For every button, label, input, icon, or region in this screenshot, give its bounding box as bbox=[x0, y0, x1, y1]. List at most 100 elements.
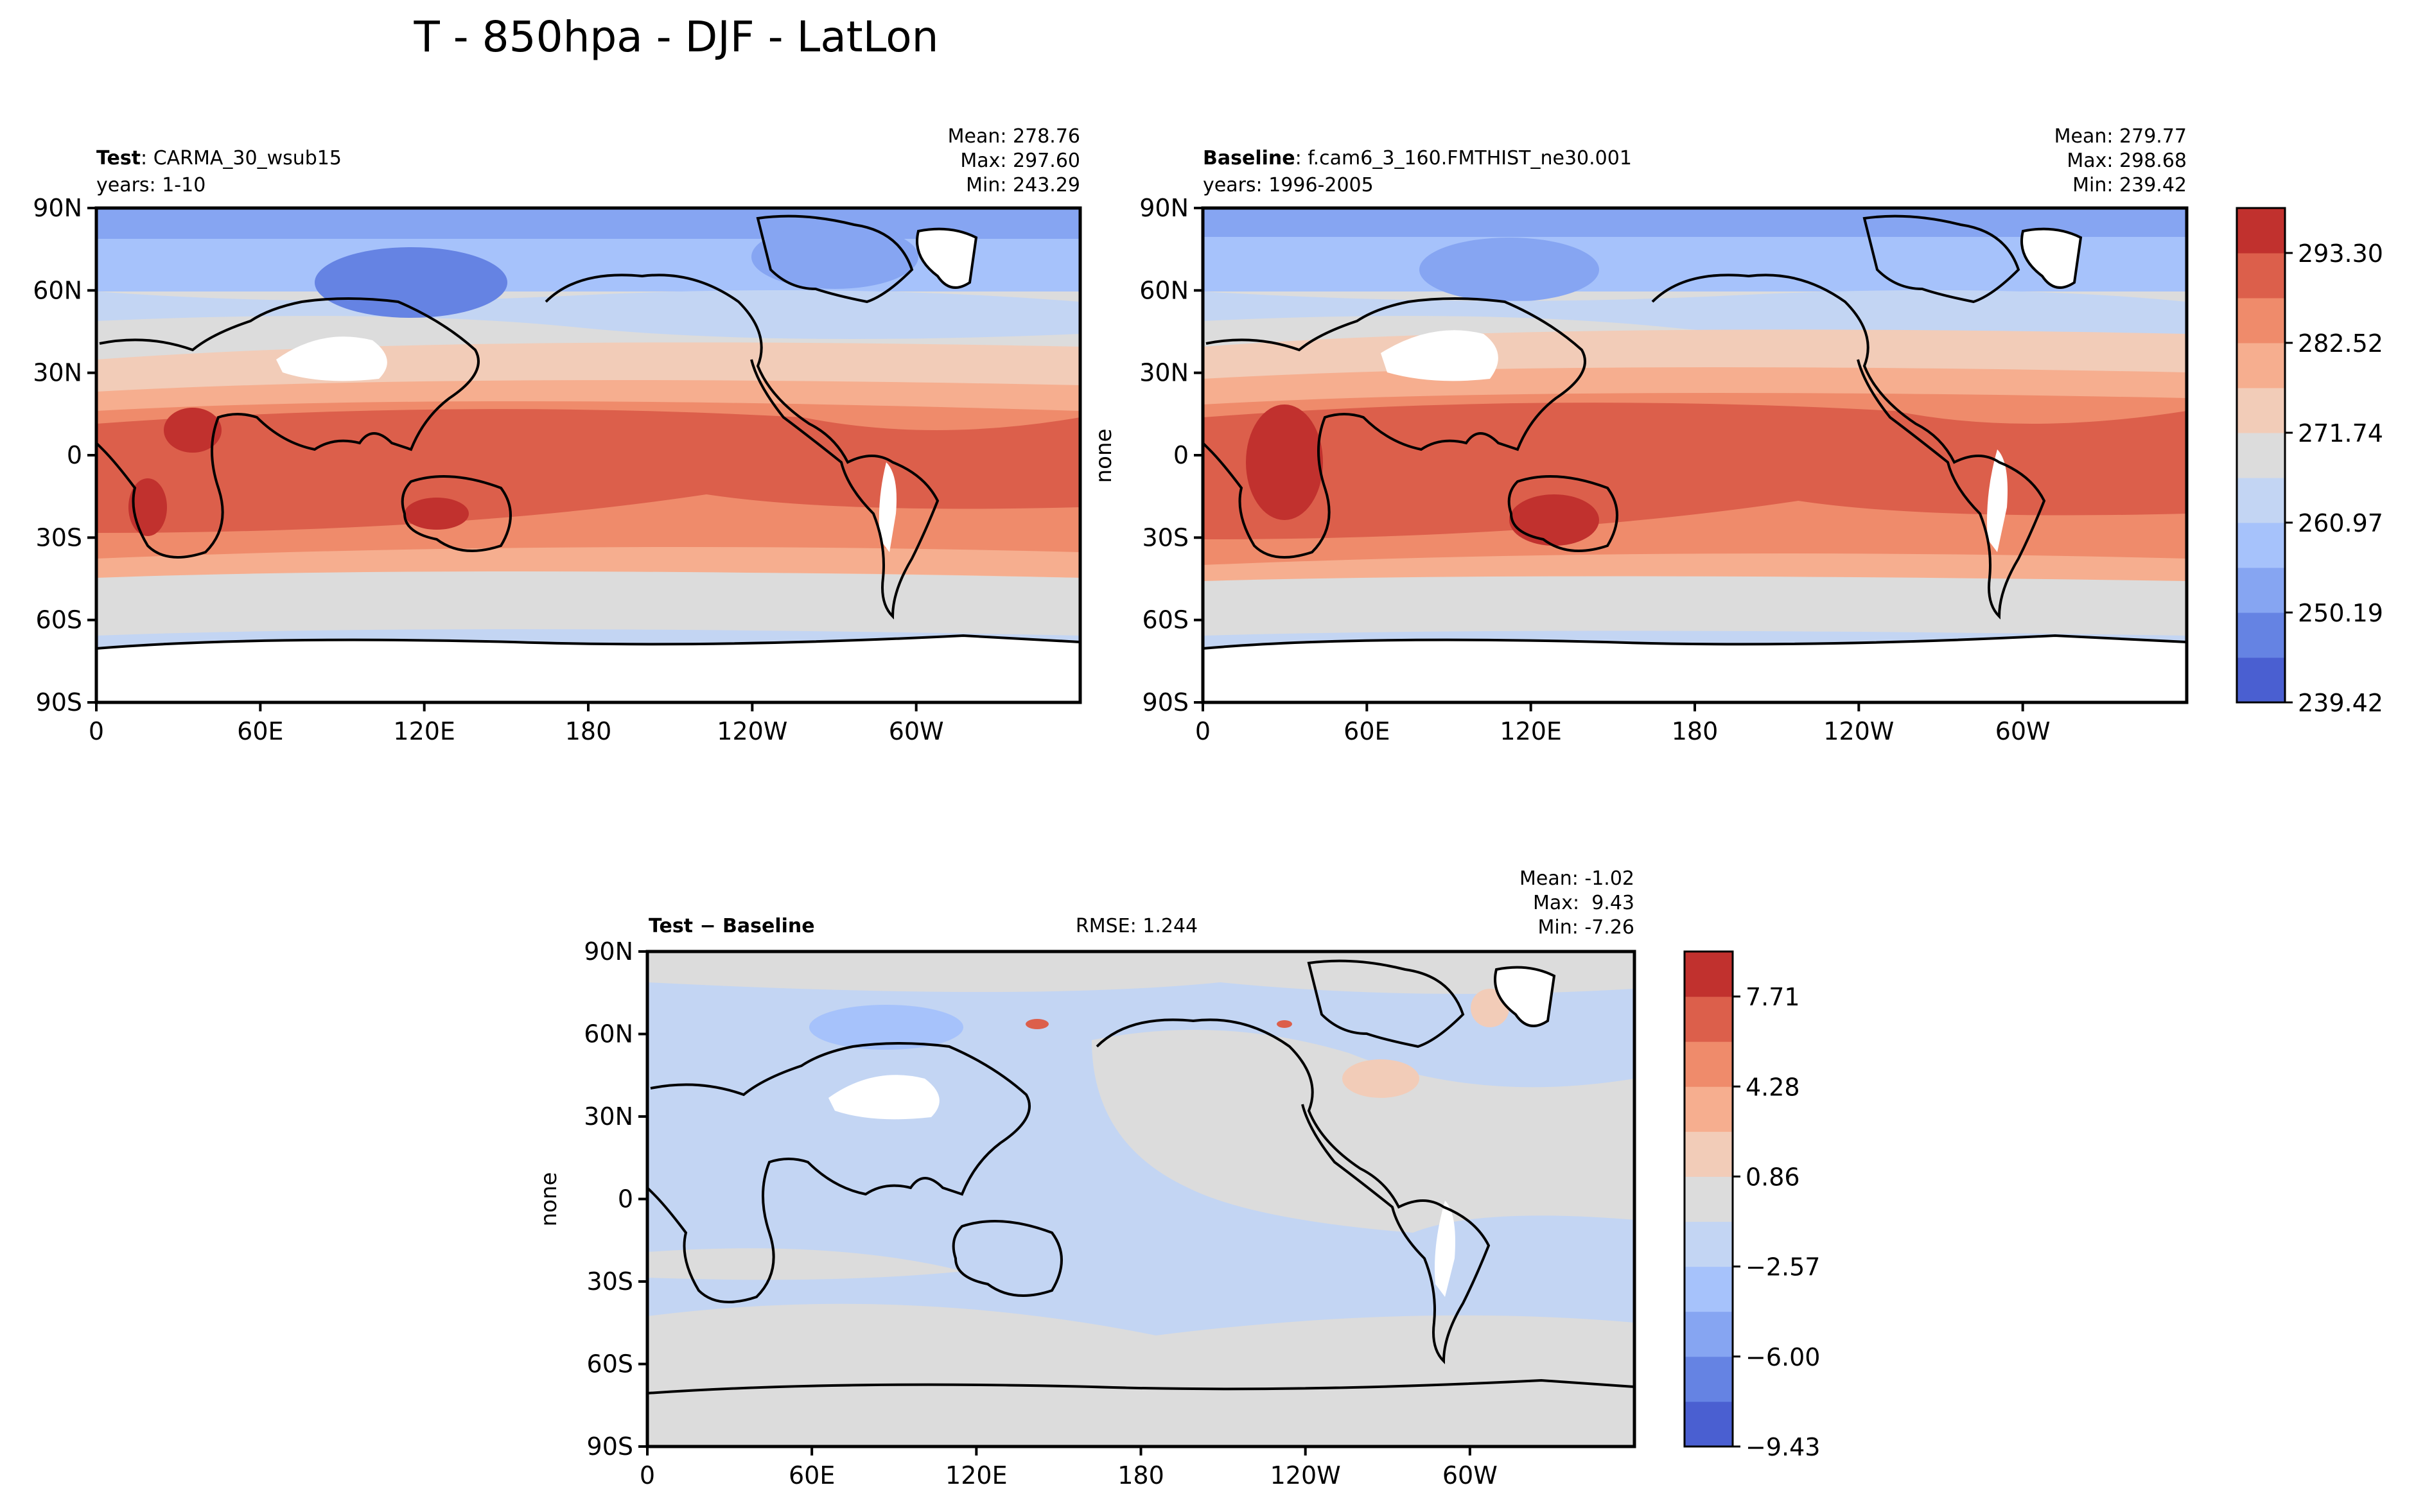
colorbar-tick-label: 239.42 bbox=[2298, 689, 2383, 717]
test-map-field bbox=[96, 208, 1080, 702]
colorbar-segment bbox=[2237, 388, 2285, 433]
colorbar-segment bbox=[2237, 298, 2285, 343]
lat-tick-label: 60S bbox=[36, 606, 82, 634]
colorbar-tick-label: 271.74 bbox=[2298, 419, 2383, 448]
diff-stat-min: Min: -7.26 bbox=[1538, 916, 1635, 939]
lat-tick-label: 90S bbox=[1142, 688, 1189, 717]
lat-tick-label: 90N bbox=[33, 194, 82, 222]
colorbar-tick-label: −6.00 bbox=[1746, 1343, 1820, 1371]
lon-tick-label: 60E bbox=[789, 1461, 835, 1490]
colorbar-segment bbox=[1685, 1176, 1733, 1222]
lat-tick-label: 0 bbox=[1173, 441, 1189, 469]
colorbar-segment bbox=[2237, 657, 2285, 703]
panel-baseline: Baseline: f.cam6_3_160.FMTHIST_ne30.001 … bbox=[1091, 125, 2189, 745]
colorbar-segment bbox=[1685, 1086, 1733, 1132]
baseline-ylabel: none bbox=[1091, 429, 1117, 483]
lat-tick-label: 90N bbox=[584, 937, 633, 966]
lon-tick-label: 120E bbox=[393, 717, 455, 745]
colorbar-segment bbox=[1685, 1221, 1733, 1267]
diff-stat-max: Max: 9.43 bbox=[1533, 892, 1634, 914]
colorbar-tick-label: 282.52 bbox=[2298, 329, 2383, 358]
lon-tick-label: 0 bbox=[640, 1461, 655, 1490]
lat-tick-label: 90S bbox=[587, 1432, 633, 1461]
test-label: Test: CARMA_30_wsub15 bbox=[96, 147, 342, 169]
diff-coastlines bbox=[647, 959, 1634, 1395]
lat-tick-label: 0 bbox=[618, 1185, 633, 1213]
lon-tick-label: 120W bbox=[1270, 1461, 1341, 1490]
colorbar-tick-label: 260.97 bbox=[2298, 509, 2383, 537]
test-years: years: 1-10 bbox=[96, 174, 206, 196]
lon-tick-label: 120W bbox=[1823, 717, 1894, 745]
diff-lon-ticks: 0 60E 120E 180 120W 60W bbox=[640, 1447, 1498, 1490]
colorbar-tick-label: 7.71 bbox=[1746, 983, 1800, 1011]
lat-tick-label: 60N bbox=[33, 276, 82, 304]
diff-stat-mean: Mean: -1.02 bbox=[1519, 867, 1634, 890]
colorbar-tick-label: 0.86 bbox=[1746, 1163, 1800, 1191]
colorbar-tick-label: 293.30 bbox=[2298, 239, 2383, 268]
baseline-coastlines bbox=[1203, 214, 2187, 650]
test-coastlines bbox=[96, 214, 1080, 650]
lat-tick-label: 30S bbox=[587, 1267, 633, 1296]
lon-tick-label: 180 bbox=[565, 717, 612, 745]
colorbar-top-frame bbox=[2236, 207, 2286, 704]
colorbar-tick-label: −2.57 bbox=[1746, 1253, 1820, 1282]
colorbar-segment bbox=[1685, 1266, 1733, 1312]
colorbar-segment bbox=[2237, 478, 2285, 523]
colorbar-segment bbox=[1685, 1131, 1733, 1177]
colorbar-top-segments bbox=[2237, 208, 2285, 703]
diff-label: Test − Baseline bbox=[649, 915, 815, 937]
test-stat-min: Min: 243.29 bbox=[966, 174, 1080, 196]
diff-lat-ticks: 90N 60N 30N 0 30S 60S 90S bbox=[584, 937, 647, 1461]
lat-tick-label: 30N bbox=[33, 359, 82, 387]
figure-title: T - 850hpa - DJF - LatLon bbox=[414, 12, 939, 62]
colorbar-tick-label: −9.43 bbox=[1746, 1433, 1820, 1461]
lon-tick-label: 120W bbox=[717, 717, 787, 745]
lat-tick-label: 30N bbox=[1139, 359, 1189, 387]
lon-tick-label: 0 bbox=[1195, 717, 1211, 745]
colorbar-segment bbox=[1685, 952, 1733, 997]
colorbar-top-ticks: 293.30 282.52 271.74 260.97 250.19 239.42 bbox=[2285, 239, 2383, 717]
test-lat-ticks: 90N 60N 30N 0 30S 60S 90S bbox=[33, 194, 96, 717]
lat-tick-label: 30S bbox=[36, 523, 82, 552]
colorbar-diff-frame bbox=[1683, 950, 1734, 1448]
colorbar-segment bbox=[2237, 523, 2285, 568]
colorbar-diff-ticks: 7.71 4.28 0.86 −2.57 −6.00 −9.43 bbox=[1733, 983, 1820, 1461]
panel-diff: Test − Baseline RMSE: 1.244 Mean: -1.02 … bbox=[536, 867, 1636, 1490]
colorbar-tick-label: 4.28 bbox=[1746, 1073, 1800, 1101]
baseline-label: Baseline: f.cam6_3_160.FMTHIST_ne30.001 bbox=[1203, 147, 1632, 169]
colorbar-segment bbox=[1685, 1311, 1733, 1357]
colorbar-top: 293.30 282.52 271.74 260.97 250.19 239.42 bbox=[2236, 207, 2383, 717]
baseline-lat-ticks: 90N 60N 30N 0 30S 60S 90S bbox=[1139, 194, 1203, 717]
diff-rmse: RMSE: 1.244 bbox=[1076, 915, 1198, 937]
colorbar-segment bbox=[2237, 568, 2285, 613]
colorbar-segment bbox=[1685, 996, 1733, 1042]
colorbar-segment bbox=[1685, 1041, 1733, 1087]
lon-tick-label: 180 bbox=[1117, 1461, 1164, 1490]
lon-tick-label: 60W bbox=[889, 717, 944, 745]
panel-test: Test: CARMA_30_wsub15 years: 1-10 Mean: … bbox=[33, 125, 1082, 745]
colorbar-diff: 7.71 4.28 0.86 −2.57 −6.00 −9.43 bbox=[1683, 950, 1820, 1461]
lat-tick-label: 30N bbox=[584, 1102, 633, 1131]
lon-tick-label: 60E bbox=[1344, 717, 1390, 745]
colorbar-tick-label: 250.19 bbox=[2298, 599, 2383, 627]
lon-tick-label: 60W bbox=[1995, 717, 2051, 745]
colorbar-segment bbox=[2237, 433, 2285, 478]
baseline-stat-min: Min: 239.42 bbox=[2072, 174, 2187, 196]
lon-tick-label: 60E bbox=[237, 717, 283, 745]
baseline-years: years: 1996-2005 bbox=[1203, 174, 1374, 196]
lat-tick-label: 90N bbox=[1139, 194, 1189, 222]
lat-tick-label: 60S bbox=[587, 1350, 633, 1378]
colorbar-segment bbox=[1685, 1356, 1733, 1402]
lat-tick-label: 30S bbox=[1142, 523, 1189, 552]
baseline-stat-mean: Mean: 279.77 bbox=[2054, 125, 2187, 148]
lat-tick-label: 60N bbox=[1139, 276, 1189, 304]
colorbar-segment bbox=[2237, 343, 2285, 388]
colorbar-segment bbox=[2237, 253, 2285, 299]
diff-map-field bbox=[647, 952, 1634, 1447]
colorbar-segment bbox=[1685, 1401, 1733, 1447]
baseline-stat-max: Max: 298.68 bbox=[2067, 150, 2187, 172]
baseline-map-field bbox=[1203, 208, 2187, 702]
colorbar-diff-segments bbox=[1685, 952, 1733, 1447]
baseline-lon-ticks: 0 60E 120E 180 120W 60W bbox=[1195, 702, 2051, 745]
